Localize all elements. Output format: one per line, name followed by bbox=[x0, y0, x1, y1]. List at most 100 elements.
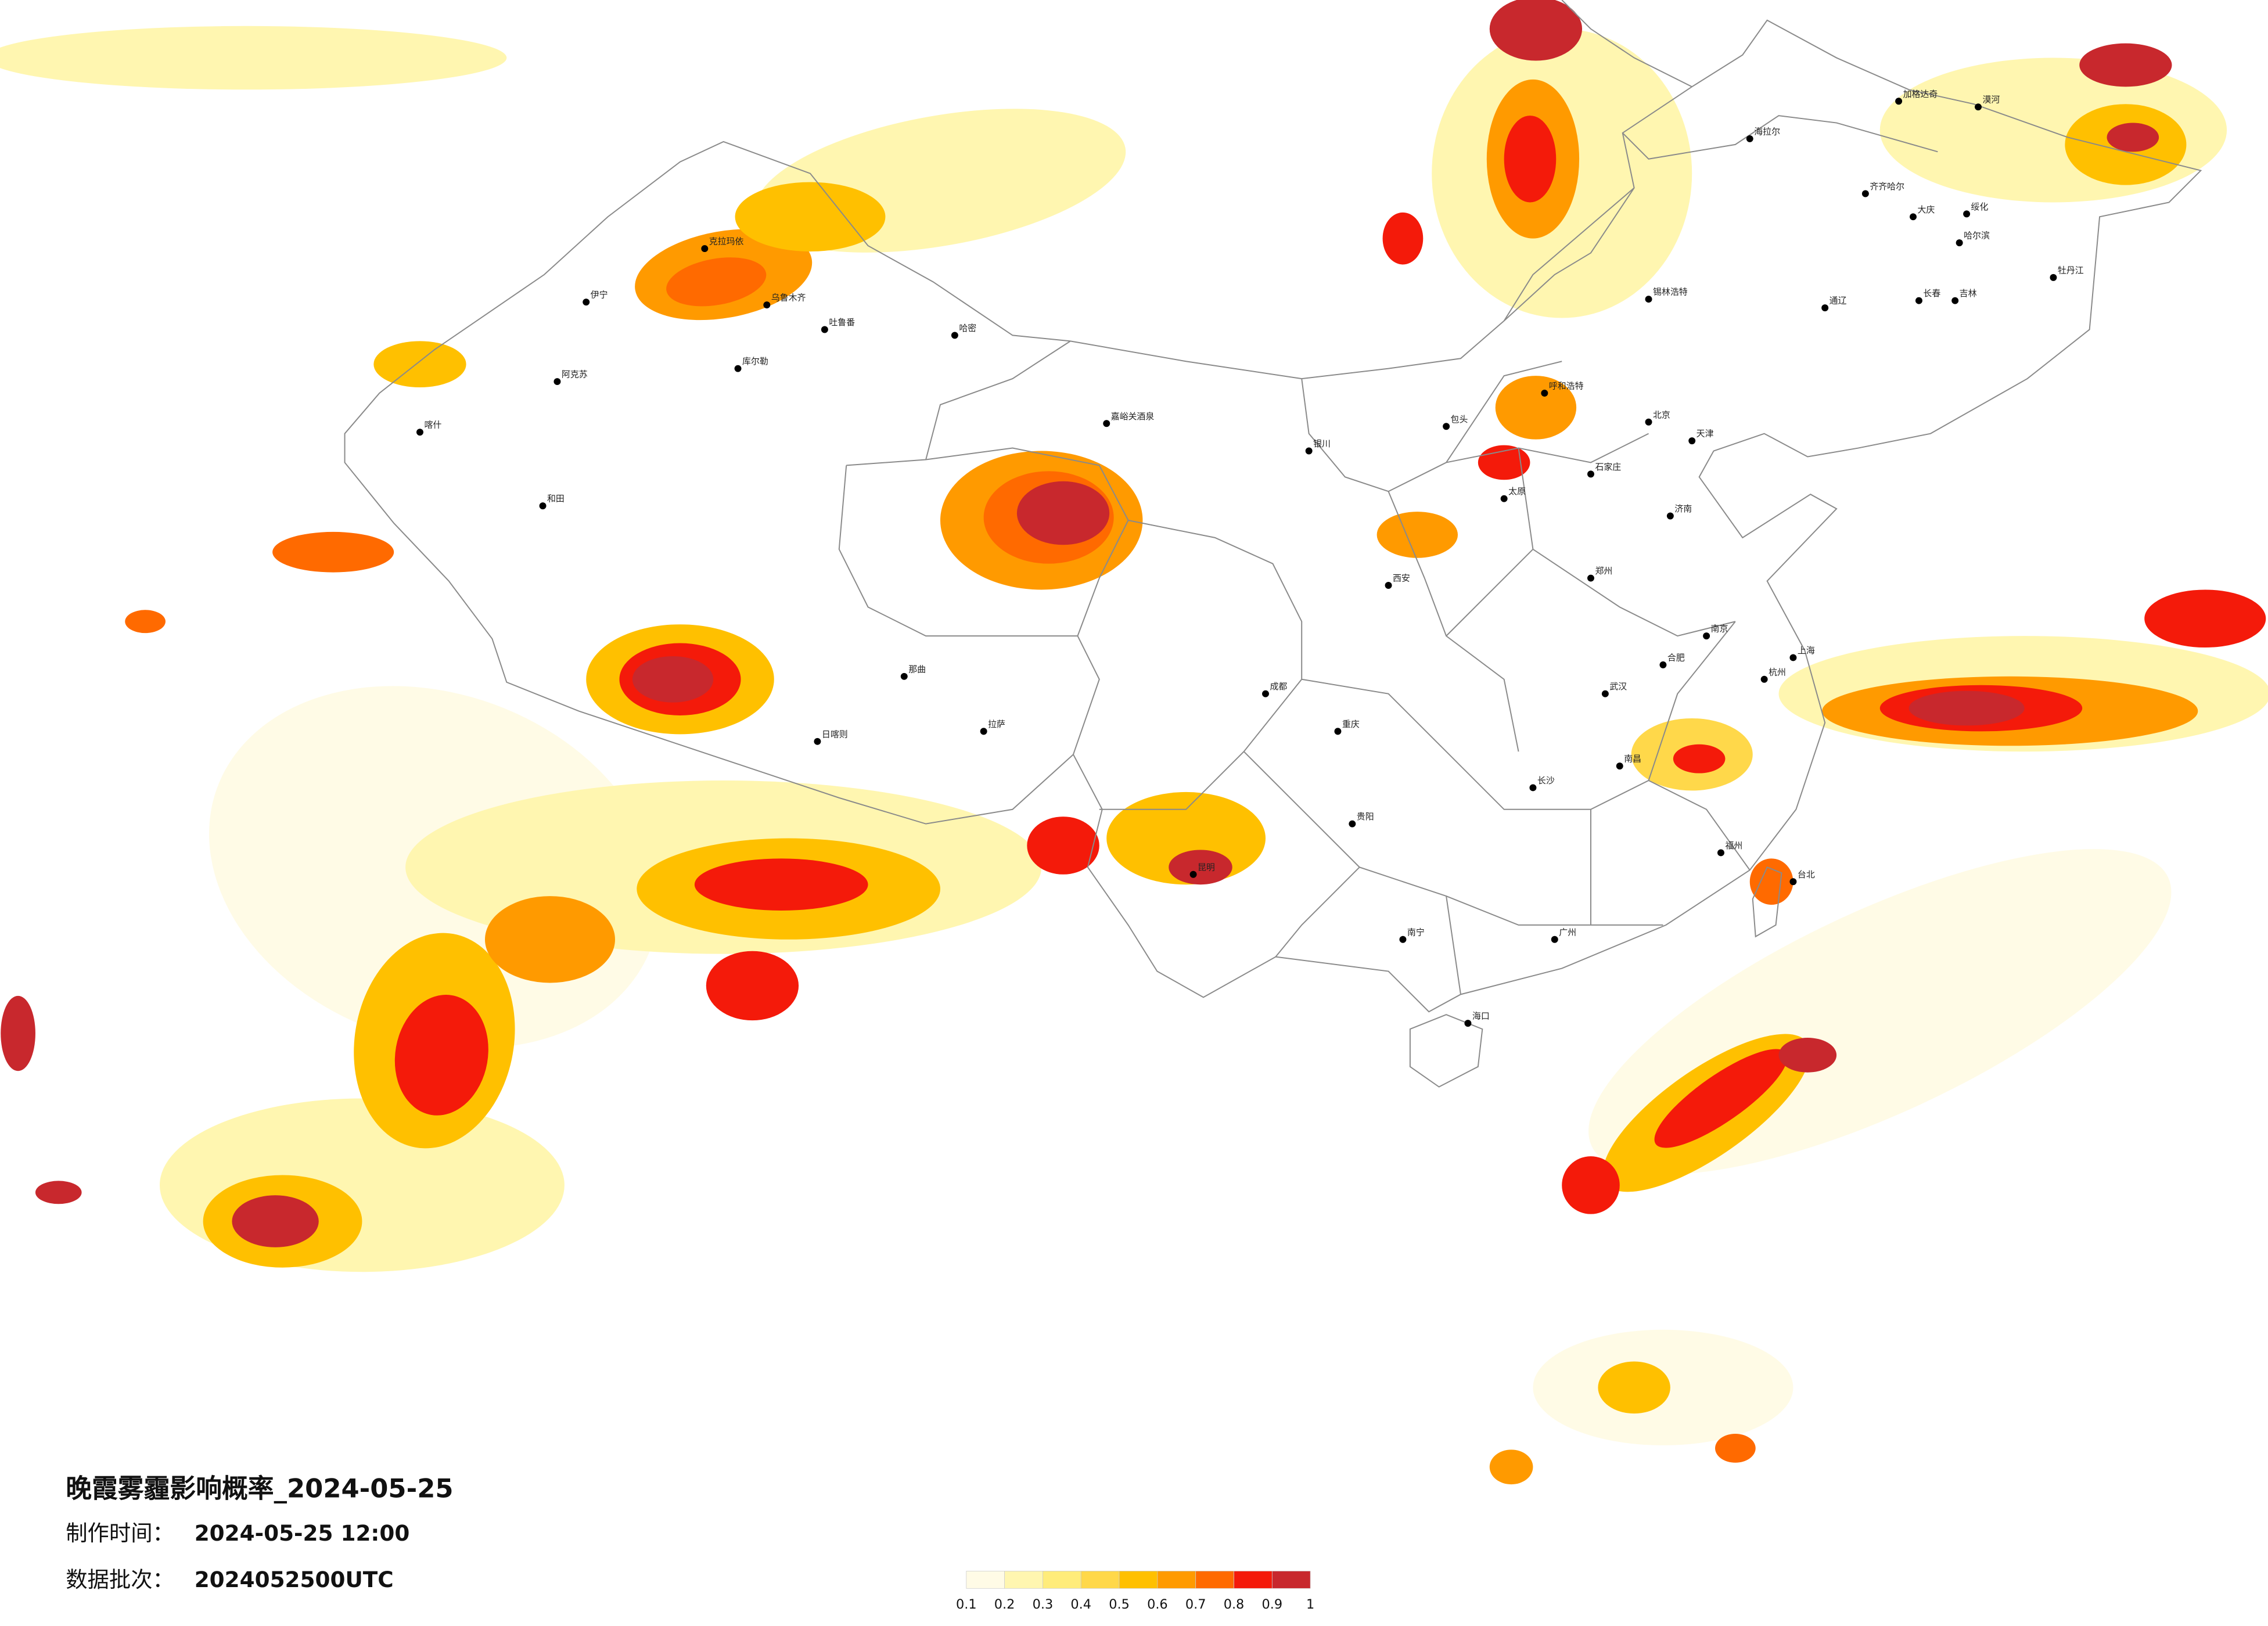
city-dot bbox=[1975, 103, 1982, 111]
island-border bbox=[1752, 866, 1782, 938]
legend-swatch bbox=[966, 1571, 1005, 1589]
city-dot bbox=[1703, 632, 1710, 640]
city-label: 大庆 bbox=[1917, 204, 1935, 215]
city-label: 石家庄 bbox=[1595, 462, 1621, 472]
city-label: 库尔勒 bbox=[742, 356, 768, 366]
city-label: 上海 bbox=[1798, 645, 1815, 656]
probability-patch bbox=[1376, 512, 1458, 558]
data-batch-label: 数据批次： bbox=[66, 1567, 174, 1592]
city-dot bbox=[734, 365, 742, 372]
city-dot bbox=[1551, 936, 1558, 943]
colorbar: 0.1 0.2 0.3 0.4 0.5 0.6 0.7 0.8 0.9 1 bbox=[956, 1571, 1314, 1612]
city-dot bbox=[1189, 870, 1197, 878]
city-label: 合肥 bbox=[1667, 652, 1685, 663]
legend-swatch bbox=[1004, 1571, 1043, 1589]
legend-tick-label: 0.2 bbox=[994, 1597, 1015, 1612]
probability-patch bbox=[1778, 1038, 1837, 1073]
probability-patch bbox=[2107, 123, 2159, 152]
city-dot bbox=[1334, 728, 1342, 735]
probability-patch bbox=[394, 995, 488, 1116]
city-label: 喀什 bbox=[424, 420, 441, 430]
city-label: 哈尔滨 bbox=[1964, 231, 1990, 241]
city-dot bbox=[1305, 447, 1313, 455]
city-dot bbox=[1666, 512, 1674, 520]
city-dot bbox=[2050, 274, 2057, 281]
legend-swatch bbox=[1195, 1571, 1234, 1589]
probability-patch bbox=[666, 257, 767, 307]
city-dot bbox=[1587, 574, 1594, 582]
city-label: 南昌 bbox=[1624, 754, 1641, 764]
city-dot bbox=[1262, 690, 1269, 697]
city-dot bbox=[1717, 849, 1724, 857]
probability-patch bbox=[694, 858, 868, 911]
city-dot bbox=[900, 672, 908, 680]
probability-patch bbox=[1489, 1449, 1533, 1485]
borders bbox=[344, 0, 2202, 1088]
probability-patch bbox=[1749, 858, 1793, 905]
city-dot bbox=[951, 332, 958, 339]
probability-patch bbox=[2079, 43, 2172, 87]
city-dot bbox=[539, 502, 547, 510]
city-label: 昆明 bbox=[1198, 862, 1215, 872]
legend-swatch bbox=[1234, 1571, 1273, 1589]
city-dot bbox=[1895, 98, 1903, 105]
probability-patch bbox=[1654, 1049, 1788, 1148]
city-label: 济南 bbox=[1674, 503, 1692, 514]
probability-patch bbox=[1, 995, 35, 1071]
city-dot bbox=[1760, 675, 1768, 683]
legend-tick-label: 0.1 bbox=[956, 1597, 977, 1612]
city-label: 武汉 bbox=[1609, 681, 1627, 692]
city-label: 阿克苏 bbox=[562, 369, 588, 380]
city-label: 包头 bbox=[1451, 414, 1468, 425]
city-label: 长沙 bbox=[1537, 775, 1555, 786]
city-label: 北京 bbox=[1653, 409, 1670, 420]
country-border bbox=[344, 19, 2202, 1013]
city-dot bbox=[1821, 304, 1829, 312]
probability-patch bbox=[272, 531, 394, 573]
city-label: 长春 bbox=[1923, 288, 1940, 298]
city-label: 南京 bbox=[1711, 624, 1728, 634]
city-label: 南宁 bbox=[1407, 927, 1425, 937]
probability-patch bbox=[1673, 744, 1726, 774]
legend-swatch bbox=[1080, 1571, 1120, 1589]
probability-patch bbox=[1908, 690, 2025, 726]
city-label: 伊宁 bbox=[591, 290, 608, 300]
legend-tick-label: 1 bbox=[1306, 1597, 1314, 1612]
city-label: 西安 bbox=[1393, 573, 1410, 584]
probability-patch bbox=[1169, 850, 1232, 885]
city-label: 呼和浩特 bbox=[1549, 381, 1584, 391]
city-dot bbox=[1956, 239, 1963, 247]
probability-patch bbox=[373, 341, 466, 388]
city-label: 齐齐哈尔 bbox=[1870, 181, 1904, 192]
legend-tick-label: 0.4 bbox=[1070, 1597, 1091, 1612]
legend-swatch bbox=[1043, 1571, 1081, 1589]
city-dot bbox=[583, 298, 590, 306]
probability-patch bbox=[1382, 212, 1424, 265]
country-border bbox=[1503, 0, 1938, 322]
legend-tick-label: 0.6 bbox=[1147, 1597, 1168, 1612]
probability-patch bbox=[706, 951, 799, 1021]
legend-tick-label: 0.5 bbox=[1109, 1597, 1130, 1612]
city-label: 日喀则 bbox=[822, 729, 848, 739]
city-label: 吉林 bbox=[1960, 288, 1977, 298]
legend-tick-label: 0.8 bbox=[1224, 1597, 1245, 1612]
probability-patch bbox=[1715, 1433, 1756, 1463]
city-label: 通辽 bbox=[1830, 296, 1847, 306]
city-dot bbox=[763, 301, 771, 309]
city-label: 福州 bbox=[1725, 840, 1742, 851]
production-time-value: 2024-05-25 12:00 bbox=[195, 1520, 410, 1546]
city-dot bbox=[1103, 420, 1110, 427]
probability-patch bbox=[632, 656, 714, 703]
city-label: 漠河 bbox=[1982, 95, 2000, 105]
city-dot bbox=[1910, 213, 1917, 221]
city-label: 成都 bbox=[1270, 681, 1287, 692]
city-dot bbox=[1915, 297, 1922, 304]
city-label: 广州 bbox=[1559, 927, 1576, 937]
probability-patch bbox=[1504, 116, 1557, 203]
city-label: 台北 bbox=[1798, 869, 1815, 880]
city-label: 海拉尔 bbox=[1754, 126, 1780, 136]
city-dot bbox=[1963, 210, 1971, 218]
